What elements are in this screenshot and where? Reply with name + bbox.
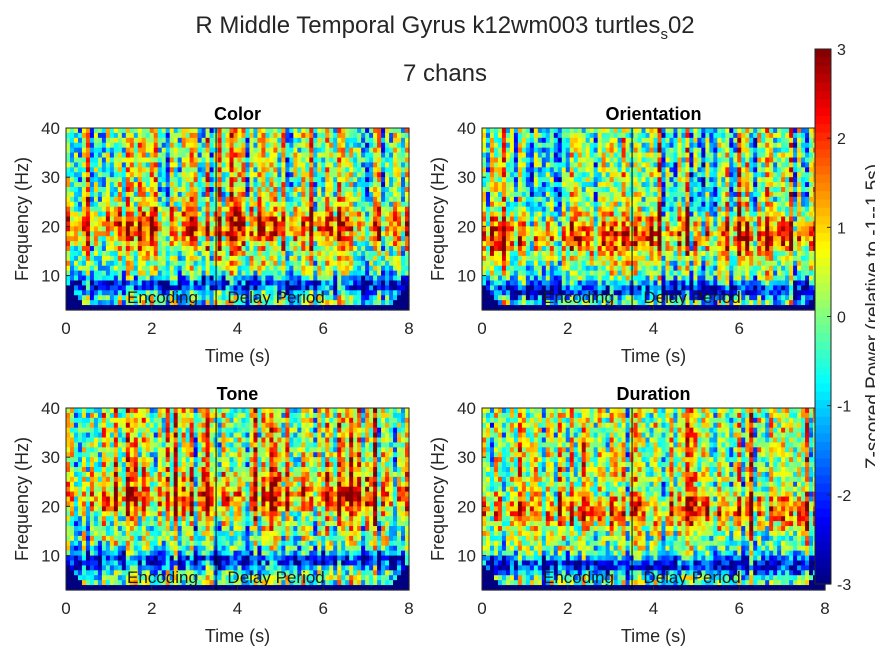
y-tick-label: 20 bbox=[457, 217, 476, 236]
figure-title-tail: 02 bbox=[667, 12, 695, 39]
y-axis-label: Frequency (Hz) bbox=[12, 437, 32, 561]
y-tick-label: 20 bbox=[457, 497, 476, 516]
y-tick-label: 40 bbox=[41, 119, 60, 138]
x-tick-label: 0 bbox=[61, 599, 70, 618]
x-axis-label: Time (s) bbox=[205, 626, 270, 646]
y-tick-label: 10 bbox=[457, 547, 476, 566]
y-tick-label: 30 bbox=[457, 448, 476, 467]
y-tick-label: 20 bbox=[41, 497, 60, 516]
y-tick-label: 30 bbox=[41, 448, 60, 467]
x-tick-label: 6 bbox=[735, 319, 744, 338]
tf-panel-duration: 0 2 4 6 8 10 20 30 40 Duration Time (s) Frequency (… bbox=[428, 384, 830, 646]
annotation-delay-period: Delay Period bbox=[643, 288, 740, 307]
annotation-encoding: Encoding bbox=[127, 288, 198, 307]
annotation-delay-period: Delay Period bbox=[227, 288, 324, 307]
x-tick-label: 4 bbox=[649, 319, 658, 338]
colorbar-tick-label: -1 bbox=[837, 399, 851, 416]
x-tick-label: 0 bbox=[477, 319, 486, 338]
x-tick-label: 6 bbox=[735, 599, 744, 618]
colorbar-tick-label: -2 bbox=[837, 488, 851, 505]
y-tick-label: 10 bbox=[41, 267, 60, 286]
y-axis-label: Frequency (Hz) bbox=[428, 157, 448, 281]
y-tick-label: 30 bbox=[41, 168, 60, 187]
x-tick-label: 4 bbox=[233, 319, 242, 338]
annotation-encoding: Encoding bbox=[127, 568, 198, 587]
x-axis-label: Time (s) bbox=[621, 346, 686, 366]
y-tick-label: 10 bbox=[457, 267, 476, 286]
x-tick-label: 4 bbox=[233, 599, 242, 618]
colorbar-label: Z-scored Power (relative to -1--1.5s) bbox=[863, 164, 875, 469]
annotation-encoding: Encoding bbox=[543, 288, 614, 307]
colorbar-tick-label: 2 bbox=[837, 131, 846, 148]
colorbar-tick-label: 3 bbox=[837, 42, 846, 59]
x-tick-label: 6 bbox=[319, 319, 328, 338]
x-tick-label: 2 bbox=[563, 599, 572, 618]
y-tick-label: 40 bbox=[457, 119, 476, 138]
y-tick-label: 40 bbox=[457, 399, 476, 418]
figure-subtitle: 7 chans bbox=[402, 60, 488, 87]
x-tick-label: 2 bbox=[563, 319, 572, 338]
x-tick-label: 8 bbox=[404, 599, 413, 618]
x-tick-label: 0 bbox=[61, 319, 70, 338]
heatmap-cells bbox=[66, 128, 410, 311]
panel-title: Orientation bbox=[605, 104, 701, 124]
tf-panel-color: 0 2 4 6 8 10 20 30 40 Color Time (s) Frequency (Hz)… bbox=[12, 104, 414, 366]
figure-title-subscript: s bbox=[660, 25, 668, 43]
x-tick-label: 4 bbox=[649, 599, 658, 618]
x-axis-label: Time (s) bbox=[205, 346, 270, 366]
colorbar: 3 2 1 0 -1 -2 -3 Z-scored Power (relative to -1… bbox=[814, 42, 875, 594]
y-tick-label: 10 bbox=[41, 547, 60, 566]
heatmap-cells bbox=[482, 408, 826, 591]
x-tick-label: 8 bbox=[820, 599, 829, 618]
annotation-delay-period: Delay Period bbox=[643, 568, 740, 587]
panel-title: Duration bbox=[617, 384, 691, 404]
heatmap-cells bbox=[482, 128, 826, 311]
x-tick-label: 2 bbox=[147, 319, 156, 338]
annotation-encoding: Encoding bbox=[543, 568, 614, 587]
panel-title: Tone bbox=[217, 384, 259, 404]
annotation-delay-period: Delay Period bbox=[227, 568, 324, 587]
y-tick-label: 30 bbox=[457, 168, 476, 187]
panel-title: Color bbox=[214, 104, 261, 124]
colorbar-tick-label: 1 bbox=[837, 220, 846, 237]
colorbar-tick-label: 0 bbox=[837, 310, 846, 327]
x-axis-label: Time (s) bbox=[621, 626, 686, 646]
heatmap-cells bbox=[66, 408, 410, 591]
figure-title: R Middle Temporal Gyrus k12wm003 turtles… bbox=[0, 12, 875, 43]
y-axis-label: Frequency (Hz) bbox=[12, 157, 32, 281]
x-tick-label: 2 bbox=[147, 599, 156, 618]
x-tick-label: 0 bbox=[477, 599, 486, 618]
colorbar-tick-label: -3 bbox=[837, 577, 851, 594]
figure-title-main: R Middle Temporal Gyrus k12wm003 turtles bbox=[195, 12, 661, 39]
y-tick-label: 20 bbox=[41, 217, 60, 236]
y-tick-label: 40 bbox=[41, 399, 60, 418]
tf-panel-orientation: 0246810203040OrientationTime (s)Frequenc… bbox=[428, 104, 830, 366]
x-tick-label: 8 bbox=[404, 319, 413, 338]
tf-panel-tone: 0 2 4 6 8 10 20 30 40 Tone Time (s) Frequency (Hz) E… bbox=[12, 384, 414, 646]
x-tick-label: 6 bbox=[319, 599, 328, 618]
y-axis-label: Frequency (Hz) bbox=[428, 437, 448, 561]
